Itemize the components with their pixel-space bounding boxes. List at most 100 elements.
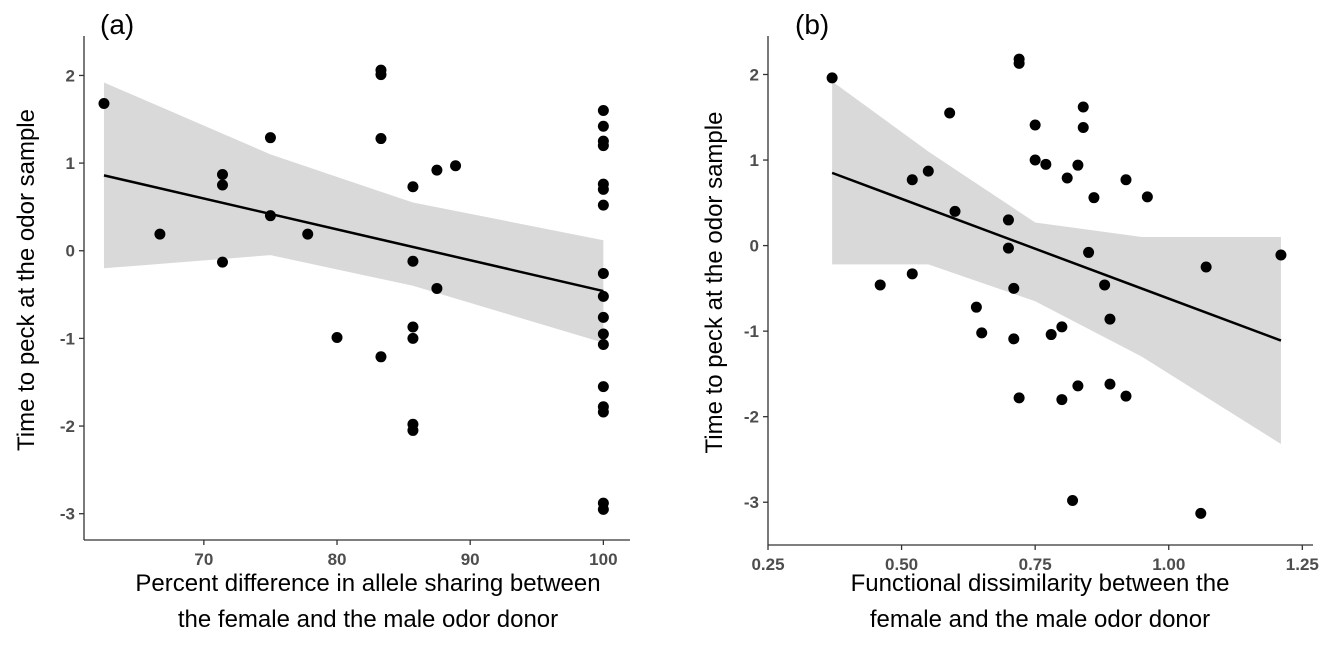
data-point xyxy=(407,424,419,436)
data-point xyxy=(597,339,609,351)
data-point xyxy=(1120,390,1132,402)
y-axis-title: Time to peck at the odor sample xyxy=(13,109,40,451)
data-point xyxy=(1104,313,1116,325)
y-tick-label: -2 xyxy=(744,408,759,427)
panel-a: 70 80 90 100 -3 -2 -1 0 1 2 (a) Percent difference … xyxy=(13,9,630,633)
y-tick-label: -3 xyxy=(60,505,75,524)
y-tick-label: 2 xyxy=(750,65,759,84)
y-tick-label: -2 xyxy=(60,417,75,436)
data-point xyxy=(597,503,609,515)
y-tick-label: -1 xyxy=(60,329,75,348)
data-point xyxy=(154,228,166,240)
data-point xyxy=(1120,174,1132,186)
data-point xyxy=(949,205,961,217)
data-point xyxy=(1104,378,1116,390)
data-point xyxy=(1275,249,1287,261)
y-axis-title: Time to peck at the odor sample xyxy=(701,112,728,454)
data-point xyxy=(450,160,462,172)
x-tick-label: 80 xyxy=(328,550,347,569)
fit-line xyxy=(831,171,1282,342)
data-point xyxy=(597,290,609,302)
data-point xyxy=(431,164,443,176)
data-point xyxy=(597,381,609,393)
confidence-band xyxy=(103,82,604,343)
data-point xyxy=(597,328,609,340)
data-point xyxy=(1008,282,1020,294)
data-point xyxy=(1195,507,1207,519)
y-tick-label: 2 xyxy=(66,66,75,85)
y-tick-label: 0 xyxy=(66,242,75,261)
fit-line xyxy=(103,174,604,293)
panel-label: (b) xyxy=(795,9,829,40)
y-tick-label: 1 xyxy=(66,154,75,173)
x-axis-title-line-2: female and the male odor donor xyxy=(870,606,1210,633)
data-point xyxy=(874,279,886,291)
data-point xyxy=(375,69,387,81)
data-point xyxy=(375,133,387,145)
data-point xyxy=(826,72,838,84)
data-point xyxy=(597,311,609,323)
data-point xyxy=(1141,191,1153,203)
data-point xyxy=(1029,119,1041,131)
data-point xyxy=(375,351,387,363)
data-point xyxy=(1099,279,1111,291)
data-point xyxy=(597,183,609,195)
data-point xyxy=(597,105,609,117)
x-axis-title-line-1: Functional dissimilarity between the xyxy=(851,570,1230,597)
x-tick-label: 100 xyxy=(589,550,617,569)
data-point xyxy=(1056,394,1068,406)
y-tick-label: -3 xyxy=(744,493,759,512)
data-point xyxy=(597,406,609,418)
data-point xyxy=(922,165,934,177)
data-point xyxy=(264,132,276,144)
x-tick-label: 0.50 xyxy=(885,555,918,574)
data-point xyxy=(597,120,609,132)
data-point xyxy=(1002,242,1014,254)
data-point xyxy=(1008,333,1020,345)
data-point xyxy=(331,332,343,344)
data-point xyxy=(302,228,314,240)
data-point xyxy=(1067,495,1079,507)
x-axis-title-line-1: Percent difference in allele sharing bet… xyxy=(135,570,600,597)
data-point xyxy=(1056,321,1068,333)
data-point xyxy=(98,97,110,109)
data-point xyxy=(1083,246,1095,258)
data-point xyxy=(431,282,443,294)
y-tick-label: 0 xyxy=(750,237,759,256)
confidence-band xyxy=(832,81,1281,445)
y-tick-label: 1 xyxy=(750,151,759,170)
data-point xyxy=(216,256,228,268)
data-point xyxy=(906,174,918,186)
data-point xyxy=(1072,159,1084,171)
panel-b: 0.25 0.50 0.75 1.00 1.25 -3 -2 -1 0 1 2 (b) Function… xyxy=(701,9,1319,633)
panel-label: (a) xyxy=(100,9,134,40)
data-point xyxy=(597,268,609,280)
x-tick-label: 70 xyxy=(194,550,213,569)
data-point xyxy=(1077,122,1089,134)
data-point xyxy=(970,301,982,313)
data-point xyxy=(1077,101,1089,113)
data-point xyxy=(407,332,419,344)
data-point xyxy=(1088,192,1100,204)
data-point xyxy=(1061,172,1073,184)
data-point xyxy=(976,327,988,339)
x-tick-label: 90 xyxy=(461,550,480,569)
data-point xyxy=(597,140,609,152)
data-point xyxy=(407,321,419,333)
data-point xyxy=(597,199,609,211)
data-point xyxy=(216,179,228,191)
y-tick-label: -1 xyxy=(744,322,759,341)
data-point xyxy=(407,255,419,267)
x-tick-label: 1.00 xyxy=(1152,555,1185,574)
data-point xyxy=(407,181,419,193)
data-point xyxy=(216,168,228,180)
data-point xyxy=(1002,214,1014,226)
data-point xyxy=(1200,261,1212,273)
data-point xyxy=(944,107,956,119)
x-tick-label: 0.25 xyxy=(751,555,784,574)
data-point xyxy=(906,268,918,280)
data-point xyxy=(1040,158,1052,170)
x-tick-label: 1.25 xyxy=(1286,555,1319,574)
